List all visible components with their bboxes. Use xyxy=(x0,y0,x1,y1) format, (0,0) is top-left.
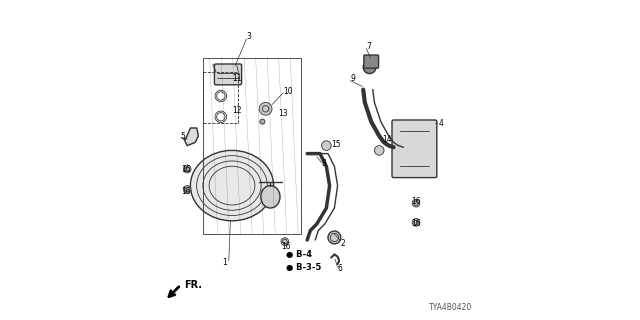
Text: TYA4B0420: TYA4B0420 xyxy=(429,303,472,312)
Text: 16: 16 xyxy=(181,165,191,174)
Text: 7: 7 xyxy=(366,42,371,51)
Circle shape xyxy=(281,238,289,245)
Circle shape xyxy=(412,199,420,207)
Text: 12: 12 xyxy=(232,106,241,115)
Circle shape xyxy=(321,141,332,150)
Text: 5: 5 xyxy=(181,132,186,140)
Circle shape xyxy=(260,119,265,124)
Text: 16: 16 xyxy=(282,242,291,251)
Text: 9: 9 xyxy=(351,74,355,83)
Circle shape xyxy=(364,61,376,74)
Text: ● B-4: ● B-4 xyxy=(287,250,312,259)
Circle shape xyxy=(183,165,191,173)
Ellipse shape xyxy=(261,186,280,208)
Text: 6: 6 xyxy=(338,264,342,273)
Text: 8: 8 xyxy=(322,159,326,168)
Text: 3: 3 xyxy=(246,32,252,41)
FancyBboxPatch shape xyxy=(392,120,437,178)
Text: 1: 1 xyxy=(223,258,227,267)
Circle shape xyxy=(259,102,272,115)
Text: 11: 11 xyxy=(232,74,241,83)
Polygon shape xyxy=(184,128,198,146)
Text: 16: 16 xyxy=(181,188,191,196)
Text: 15: 15 xyxy=(332,140,341,148)
Circle shape xyxy=(412,219,420,226)
Text: 4: 4 xyxy=(438,119,444,128)
Circle shape xyxy=(374,146,384,155)
Text: 16: 16 xyxy=(412,220,421,228)
FancyBboxPatch shape xyxy=(214,64,242,85)
Text: 10: 10 xyxy=(283,87,293,96)
Text: ● B-3-5: ● B-3-5 xyxy=(287,263,322,272)
Text: FR.: FR. xyxy=(184,280,202,290)
Text: 13: 13 xyxy=(278,109,288,118)
Text: 16: 16 xyxy=(412,197,421,206)
Text: 2: 2 xyxy=(340,239,346,248)
Text: 14: 14 xyxy=(383,135,392,144)
Circle shape xyxy=(183,186,191,193)
FancyBboxPatch shape xyxy=(364,55,379,68)
Circle shape xyxy=(328,231,340,244)
Ellipse shape xyxy=(191,150,274,221)
